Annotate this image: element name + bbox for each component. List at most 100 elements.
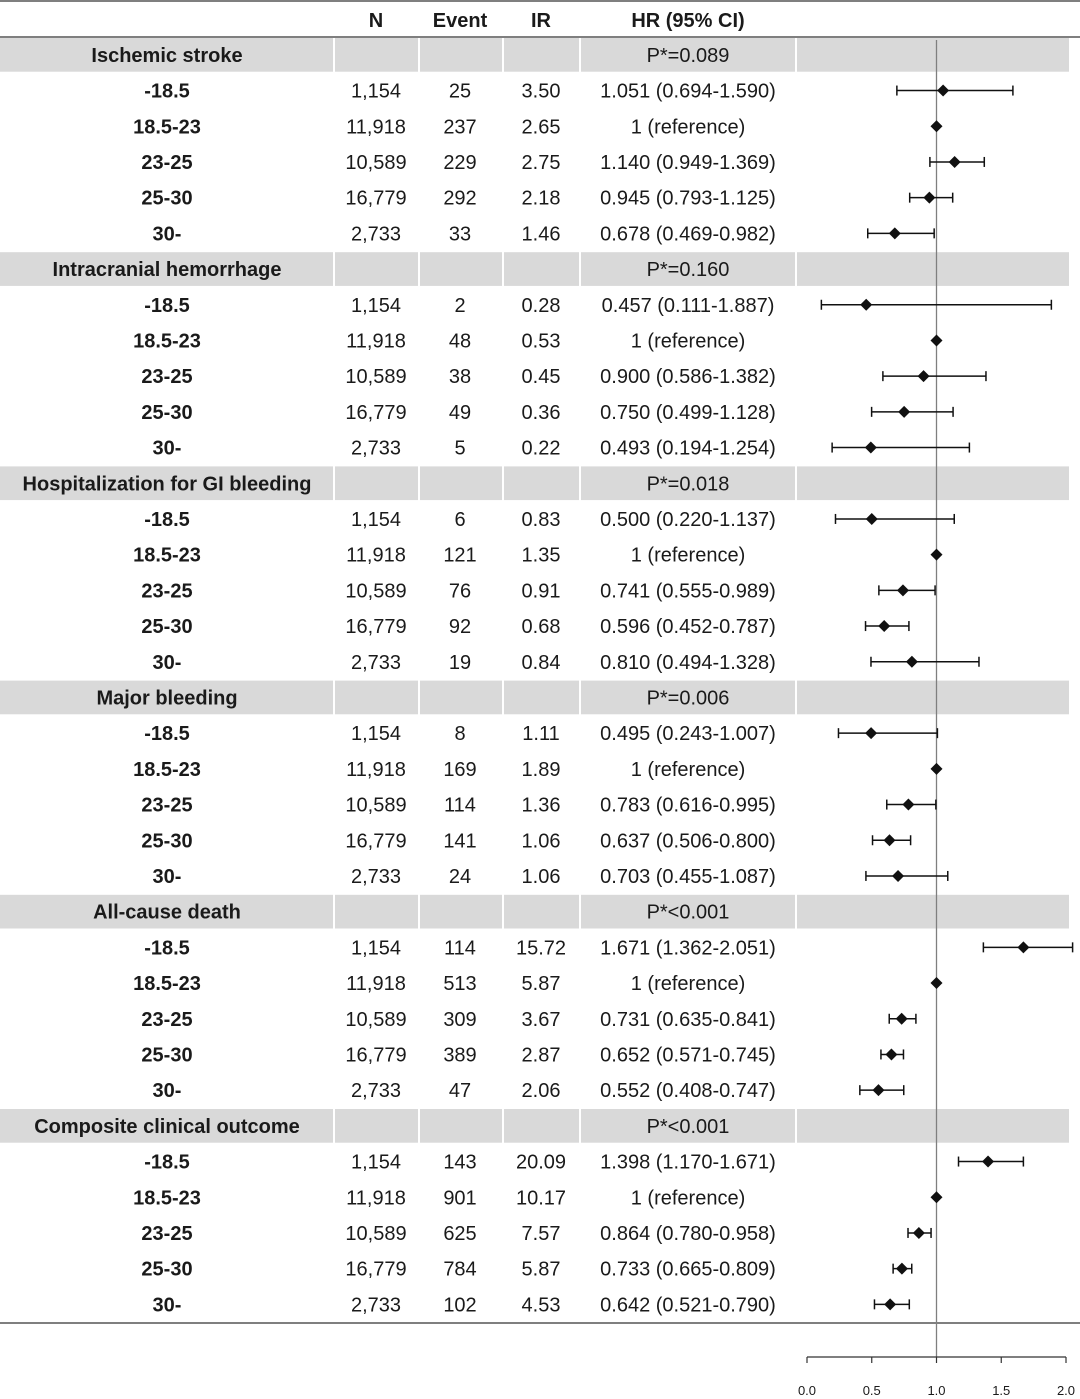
hr-point [864,441,877,454]
row-event: 169 [443,759,476,781]
row-ir: 3.67 [522,1009,561,1031]
row-category: 23-25 [141,1223,192,1245]
group-title: Composite clinical outcome [34,1116,300,1138]
row-hr-ci: 0.703 (0.455-1.087) [600,866,776,888]
row-ir: 2.06 [522,1080,561,1102]
band-cell [0,252,333,286]
row-category: 23-25 [141,1009,192,1031]
row-category: 30- [153,652,182,674]
x-tick-label: 2.0 [1057,1383,1075,1398]
row-category: 18.5-23 [133,545,201,567]
band-cell [504,252,579,286]
row-event: 8 [454,723,465,745]
row-hr-ci: 0.733 (0.665-0.809) [600,1259,776,1281]
row-n: 1,154 [351,937,401,959]
row-n: 1,154 [351,1152,401,1174]
row-hr-ci: 0.750 (0.499-1.128) [600,402,776,424]
row-n: 11,918 [346,1187,406,1209]
row-category: 25-30 [141,830,192,852]
row-n: 16,779 [345,1044,406,1066]
hr-point [930,334,943,347]
row-n: 16,779 [345,1259,406,1281]
group-p-value: P*<0.001 [647,902,730,924]
row-n: 10,589 [345,152,406,174]
band-cell [581,680,795,715]
row-event: 5 [454,438,465,460]
row-hr-ci: 0.500 (0.220-1.137) [600,509,776,531]
hr-point [885,1048,898,1061]
row-ir: 1.36 [522,795,561,817]
row-hr-ci: 0.552 (0.408-0.747) [600,1080,776,1102]
x-tick-label: 0.0 [798,1383,816,1398]
row-n: 2,733 [351,866,401,888]
row-ir: 0.84 [522,652,561,674]
band-cell [0,894,333,929]
row-event: 114 [444,937,476,959]
hr-point [902,798,915,811]
row-category: -18.5 [144,81,190,103]
row-category: 18.5-23 [133,116,201,138]
row-hr-ci: 1 (reference) [631,330,746,352]
group-p-value: P*<0.001 [647,1116,730,1138]
row-event: 901 [443,1187,476,1209]
row-n: 16,779 [345,616,406,638]
row-ir: 3.50 [522,81,561,103]
band-cell [797,894,1069,929]
band-cell [581,1109,795,1143]
row-ir: 0.53 [522,330,561,352]
hr-point [872,1084,885,1097]
row-hr-ci: 0.864 (0.780-0.958) [600,1223,776,1245]
row-ir: 1.11 [522,723,559,745]
band-cell [504,38,579,72]
row-category: 25-30 [141,188,192,210]
band-cell [797,252,1069,286]
row-n: 10,589 [345,1009,406,1031]
row-event: 49 [449,402,471,424]
row-hr-ci: 0.810 (0.494-1.328) [600,652,776,674]
row-ir: 2.18 [522,188,561,210]
row-event: 114 [444,795,476,817]
hr-point [895,1012,908,1025]
row-n: 2,733 [351,438,401,460]
group-band [0,466,1069,501]
row-ir: 1.06 [522,830,561,852]
row-event: 141 [443,830,476,852]
band-cell [335,252,418,286]
row-ir: 0.36 [522,402,561,424]
col-header-hr: HR (95% CI) [631,10,744,32]
row-category: -18.5 [144,723,190,745]
group-title: Major bleeding [96,687,237,709]
row-hr-ci: 0.642 (0.521-0.790) [600,1294,776,1316]
row-n: 11,918 [346,330,406,352]
hr-point [888,227,901,240]
hr-point [1017,941,1030,954]
band-cell [420,680,502,715]
row-event: 784 [443,1259,476,1281]
group-title: Intracranial hemorrhage [53,259,282,281]
row-hr-ci: 1.051 (0.694-1.590) [600,81,776,103]
col-header-event: Event [433,10,488,32]
row-category: 25-30 [141,616,192,638]
row-hr-ci: 0.783 (0.616-0.995) [600,795,776,817]
band-cell [581,252,795,286]
row-ir: 5.87 [522,1259,561,1281]
row-event: 237 [443,116,476,138]
group-title: All-cause death [93,902,241,924]
row-hr-ci: 0.495 (0.243-1.007) [600,723,776,745]
row-n: 16,779 [345,830,406,852]
row-ir: 15.72 [516,937,566,959]
hr-point [923,191,936,204]
row-category: 25-30 [141,1259,192,1281]
x-tick-label: 1.0 [927,1383,945,1398]
row-category: 23-25 [141,795,192,817]
row-category: 18.5-23 [133,973,201,995]
band-cell [420,466,502,501]
hr-point [860,298,873,311]
row-n: 10,589 [345,580,406,602]
band-cell [0,466,333,501]
row-event: 292 [443,188,476,210]
row-category: 18.5-23 [133,330,201,352]
hr-point [883,834,896,847]
hr-point [930,548,943,561]
row-n: 11,918 [346,759,406,781]
